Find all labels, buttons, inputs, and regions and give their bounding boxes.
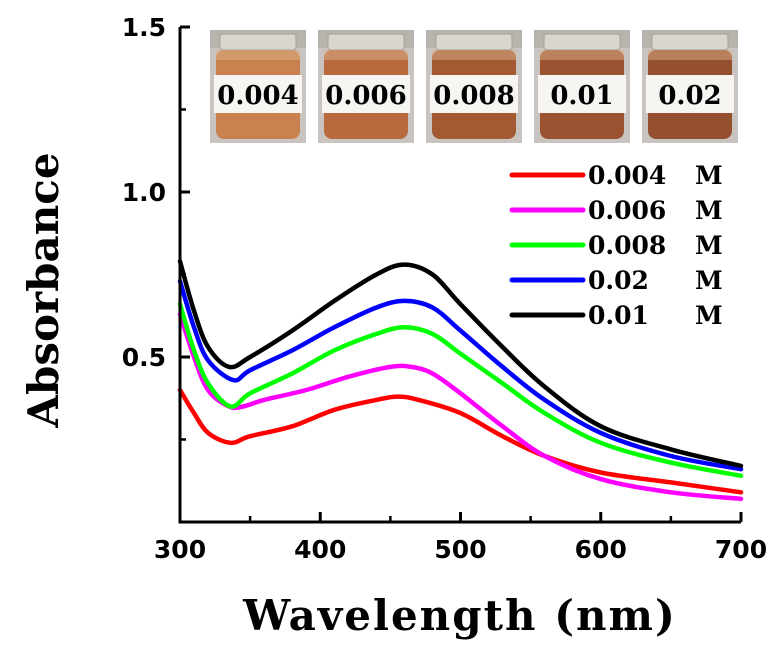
legend-unit-1: M	[695, 196, 723, 225]
x-tick-label: 400	[294, 535, 346, 564]
series-line-4	[177, 259, 744, 469]
x-tick-label: 300	[154, 535, 206, 564]
legend: 0.004 M 0.006 M 0.008 M 0.02 M 0.01 M	[509, 161, 723, 330]
x-tick-label: 600	[575, 535, 627, 564]
legend-label-1: 0.006	[588, 196, 666, 225]
vial-label-3: 0.01	[550, 81, 613, 111]
legend-label-0: 0.004	[588, 161, 666, 190]
vial-label-2: 0.008	[433, 81, 514, 111]
vial-photo-4: 0.02	[642, 30, 738, 143]
axes: 300 400 500 600 700 0.5 1.0 1.5	[122, 13, 767, 564]
series-line-1	[177, 311, 744, 502]
y-axis-title: Absorbance	[19, 152, 68, 428]
vial-label-1: 0.006	[325, 81, 406, 111]
series-lines	[177, 259, 744, 502]
legend-unit-3: M	[695, 266, 723, 295]
x-axis-title: Wavelength (nm)	[242, 591, 677, 640]
vial-photo-inset: 0.004 0.006 0.008 0.01 0.02	[210, 30, 738, 143]
x-tick-label: 700	[715, 535, 767, 564]
legend-unit-0: M	[695, 161, 723, 190]
y-tick-label: 0.5	[122, 343, 166, 372]
vial-label-0: 0.004	[217, 81, 298, 111]
vial-photo-2: 0.008	[426, 30, 522, 143]
series-line-3	[177, 278, 744, 472]
x-tick-label: 500	[434, 535, 486, 564]
series-line-2	[177, 301, 744, 479]
legend-label-4: 0.01	[588, 301, 649, 330]
legend-label-2: 0.008	[588, 231, 666, 260]
y-tick-label: 1.0	[122, 178, 166, 207]
vial-photo-3: 0.01	[534, 30, 630, 143]
vial-label-4: 0.02	[658, 81, 721, 111]
legend-unit-2: M	[695, 231, 723, 260]
legend-unit-4: M	[695, 301, 723, 330]
vial-photo-1: 0.006	[318, 30, 414, 143]
series-line-0	[177, 387, 744, 495]
y-tick-label: 1.5	[122, 13, 166, 42]
vial-photo-0: 0.004	[210, 30, 306, 143]
legend-label-3: 0.02	[588, 266, 649, 295]
